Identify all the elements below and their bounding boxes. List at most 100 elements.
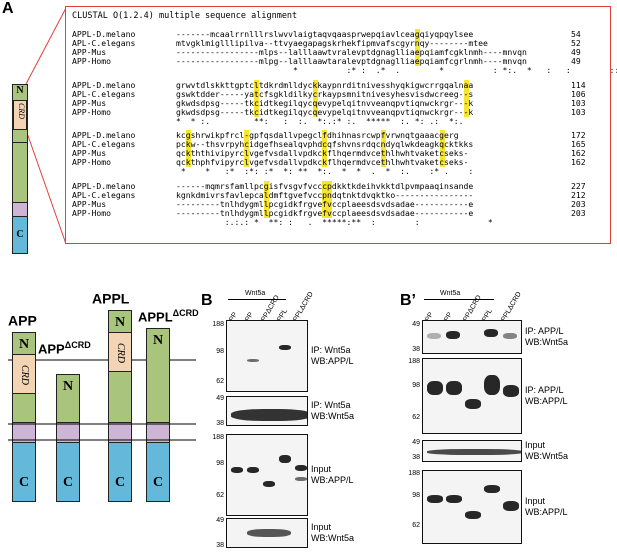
zoom-connector-lines [25,7,67,245]
blot-label: IP: Wnt5a WB:APP/L [311,345,354,367]
alignment-row: APL-C.elegans gswktdder-----yatcfsgkldilk… [72,90,473,99]
sequence-residues: ------mqmrsfamllpcgisfvsgvfvcccpdkktkdei… [176,181,474,191]
mw-marker: 38 [412,346,420,353]
app-c-domain: C [12,442,36,502]
protein-band [279,455,291,463]
sequence-name: APL-C.elegans [72,190,136,200]
sequence-position: 162 [571,148,586,158]
cysteine-highlight [463,80,469,117]
cysteine-highlight [380,130,386,167]
blot-label-line: WB:Wnt5a [311,533,355,543]
protein-band [427,381,443,395]
blot-label-line: WB:APP/L [311,475,354,485]
alignment-row: APL-C.elegans kgnkdmivrsfavlepcaldmftgvef… [72,191,473,200]
sequence-residues: ---------tnlhdygmllpcgidkfrgvefvccplaees… [176,208,474,218]
protein-band [295,465,307,471]
sequence-position: 49 [571,56,581,66]
protein-band [427,333,441,339]
sequence-position: 162 [571,157,586,167]
protein-band [465,511,481,519]
protein-band [247,359,259,362]
mw-marker: 49 [216,395,224,402]
protein-band [279,345,291,350]
protein-band [295,477,307,481]
blot-label: Input WB:Wnt5a [311,522,354,544]
western-blot-strip [422,358,522,434]
sequence-position: 103 [571,107,586,117]
sequence-name: APL-C.elegans [72,89,136,99]
cysteine-highlight [244,130,250,167]
mw-marker: 188 [212,434,224,441]
protein-band [231,467,243,473]
western-blot-strip [226,396,308,426]
sequence-position: 203 [571,199,586,209]
sequence-residues: -----------------mlps--lalllaawtvralevpt… [176,47,527,57]
mw-marker: 62 [412,414,420,421]
sequence-position: 54 [571,29,581,39]
sequence-residues: -------mcaalrrnlllrslwvvlaigtaqvqaasprwe… [176,29,474,39]
mw-marker: 98 [216,460,224,467]
protein-band [503,501,519,511]
mw-marker: 49 [216,517,224,524]
protein-band [427,495,443,503]
western-blot-strip [226,320,308,392]
western-blot-strip [422,470,522,544]
treatment-label: Wnt5a [245,290,266,297]
mw-marker: 38 [216,542,224,549]
alignment-row: APP-Homo gkwdsdpsg-----tkcidtkegilqycqevy… [72,108,473,117]
blot-label-line: IP: APP/L [525,326,564,336]
protein-band [484,329,498,337]
alignment-row: APPL-D.melano ------mqmrsfamllpcgisfvsgvf… [72,182,473,191]
protein-band [503,333,517,339]
appl-crd-domain: CRD [108,332,132,372]
app-crd-domain: CRD [12,354,36,394]
blot-label-line: Input [311,464,332,474]
construct-label-app: APP [8,312,37,329]
treatment-label: Wnt5a [440,290,461,297]
cysteine-highlight [185,130,191,167]
crd-domain: CRD [13,100,27,130]
mw-marker: 49 [412,439,420,446]
construct-diagrams: APP N CRD C APPΔCRD N C APPL N CRD C APP… [0,280,200,520]
conservation-line: * * :. **: : :. *:.:* :. ***** :. *: .: … [176,116,479,126]
blot-label: IP: Wnt5a WB:Wnt5a [311,400,354,422]
blot-label: Input WB:APP/L [311,464,354,486]
sequence-name: APPL-D.melano [72,181,136,191]
western-blot-strip [422,320,522,354]
sequence-name: APP-Homo [72,56,111,66]
protein-band [231,409,307,421]
construct-label-app-dcrd: APPΔCRD [38,340,91,357]
sequence-name: APL-C.elegans [72,38,136,48]
sequence-name: APP-Mus [72,98,107,108]
sequence-residues: mtvgklmiglllipilva--ttvyaegapagskrhekfip… [176,38,488,48]
sequence-name: APPL-D.melano [72,80,136,90]
cysteine-highlight [322,181,328,218]
protein-band [465,399,481,409]
sequence-name: APPL-D.melano [72,130,136,140]
alignment-row: APP-Mus ---------tnlhdygmllpcgidkfrgvefvc… [72,200,473,209]
sequence-position: 165 [571,139,586,149]
sequence-residues: pckw--thsvrpyhcidgefhsealqvphdcqfshvnsrd… [176,139,474,149]
treatment-bar [228,299,286,300]
cysteine-highlight [254,80,260,117]
appl-dcrd-c-domain: C [146,442,170,502]
sequence-residues: qckththivipyrclvgefvsdallvpdkckflhqermdv… [176,148,469,158]
sequence-name: APP-Homo [72,157,111,167]
western-blot-strip [226,434,308,516]
panel-b-western-blots: Wnt5aAPPAPPAPPΔCRDAPPLAPPLΔCRD1889862IP:… [200,290,400,554]
protein-band [263,481,275,487]
blot-label: IP: APP/L WB:APP/L [525,385,568,407]
sequence-residues: -----------------mlpg--lalllaawtaralevpt… [176,56,527,66]
protein-band [427,449,521,455]
blot-label-line: WB:APP/L [311,356,354,366]
alignment-header: CLUSTAL O(1.2.4) multiple sequence align… [72,11,298,21]
domain-bar-appl: N CRD C [12,84,28,254]
alignment-row: APP-Homo -----------------mlpg--lalllaawt… [72,57,527,66]
panel-label-a: A [2,0,14,17]
cysteine-highlight [415,29,421,66]
protein-band [446,381,462,395]
alignment-row: APP-Homo qckthphfvipyrclvgefvsdallvpdkckf… [72,158,468,167]
cysteine-highlight [322,130,328,167]
mw-marker: 188 [212,321,224,328]
treatment-bar [424,299,494,300]
